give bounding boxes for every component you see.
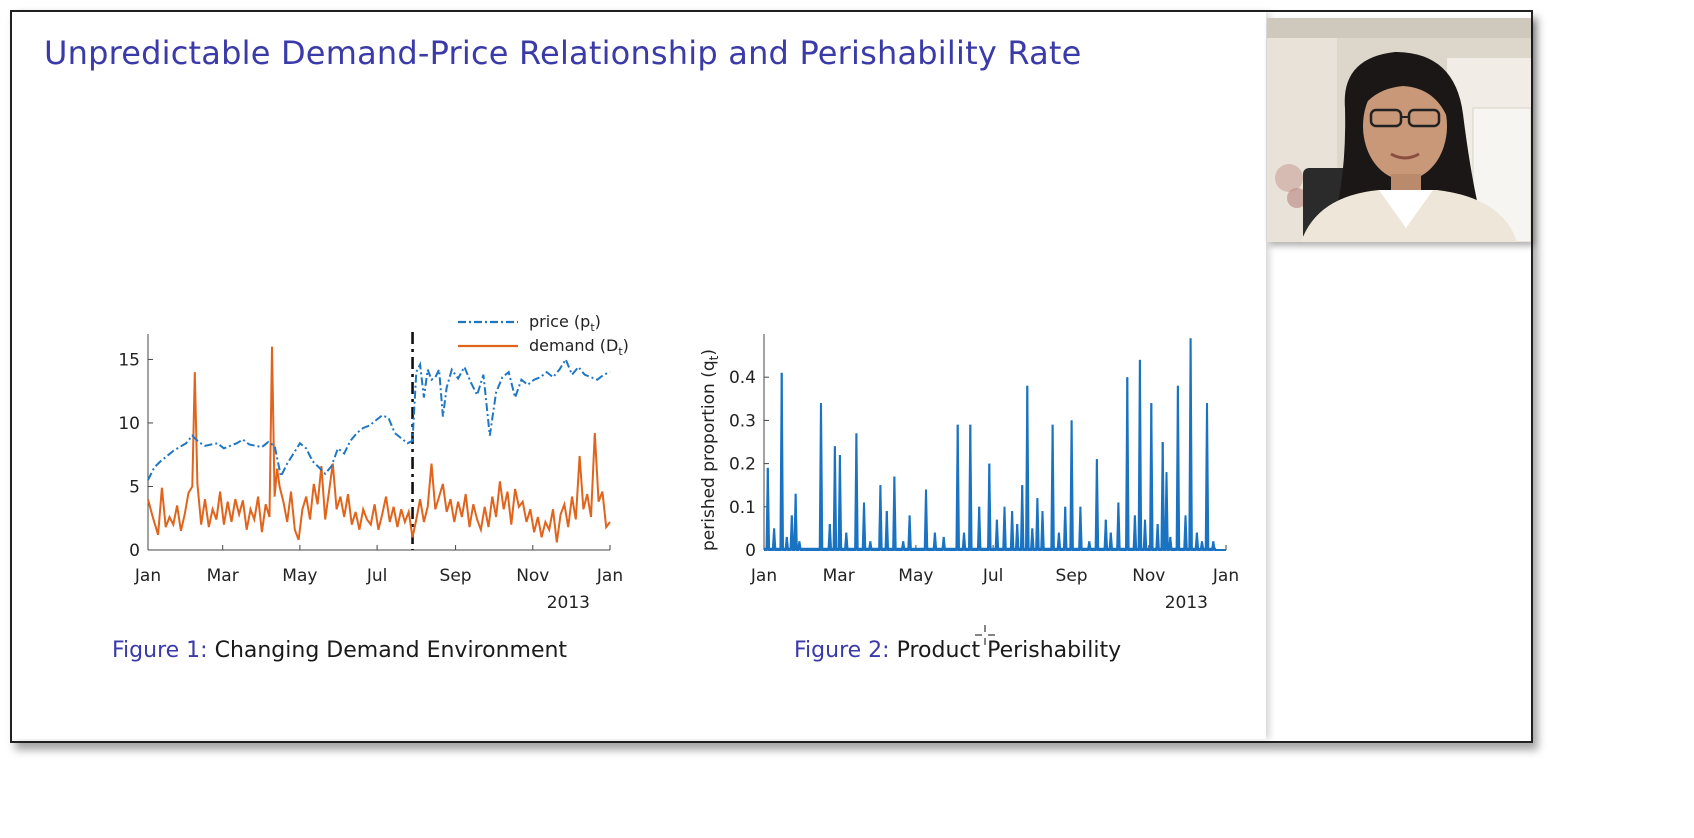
x-tick-label: May bbox=[898, 566, 933, 586]
demand-series-line bbox=[147, 346, 611, 543]
x-tick-label: Sep bbox=[1056, 566, 1088, 586]
slide-title: Unpredictable Demand-Price Relationship … bbox=[44, 34, 1082, 72]
presenter-webcam bbox=[1267, 18, 1531, 242]
y-tick-label: 0 bbox=[745, 541, 756, 561]
figure-2-caption: Figure 2: Product Perishability bbox=[794, 638, 1121, 663]
figure-1-text: Changing Demand Environment bbox=[214, 638, 568, 663]
y-tick-label: 0.3 bbox=[729, 411, 756, 431]
figure-2-text: Product Perishability bbox=[896, 638, 1122, 663]
y-tick-label: 0.4 bbox=[729, 368, 756, 388]
x-tick-label: Jan bbox=[750, 566, 777, 586]
y-tick-label: 15 bbox=[118, 350, 140, 370]
x-tick-label: Nov bbox=[1132, 566, 1165, 586]
year-label: 2013 bbox=[1165, 593, 1208, 613]
y-tick-label: 0 bbox=[129, 541, 140, 561]
x-tick-label: Jan bbox=[1212, 566, 1239, 586]
y-tick-label: 10 bbox=[118, 414, 140, 434]
price-series-line bbox=[147, 357, 611, 481]
slide: Unpredictable Demand-Price Relationship … bbox=[12, 12, 1266, 739]
figure-2-label: Figure 2: bbox=[794, 638, 890, 663]
x-tick-label: Nov bbox=[516, 566, 549, 586]
x-tick-label: Jan bbox=[596, 566, 623, 586]
x-tick-label: Jul bbox=[366, 566, 388, 586]
crosshair-cursor-icon bbox=[975, 625, 995, 645]
y-tick-label: 0.1 bbox=[729, 498, 756, 518]
figure-1-label: Figure 1: bbox=[112, 638, 208, 663]
y-tick-label: 5 bbox=[129, 477, 140, 497]
year-label: 2013 bbox=[547, 593, 590, 613]
y-tick-label: 0.2 bbox=[729, 455, 756, 475]
figure-1-caption: Figure 1: Changing Demand Environment bbox=[112, 638, 567, 663]
figure-1-chart: 0 5 10 15 Jan Mar May Jul Sep Nov Jan 2013 price (pt… bbox=[118, 312, 629, 613]
x-tick-label: Sep bbox=[440, 566, 472, 586]
legend-demand-label: demand (Dt) bbox=[529, 336, 629, 358]
legend-price-label: price (pt) bbox=[529, 312, 601, 334]
x-tick-label: Mar bbox=[823, 566, 855, 586]
x-tick-label: Jul bbox=[982, 566, 1004, 586]
y-axis-label: perished proportion (qt) bbox=[699, 349, 721, 551]
x-tick-label: Mar bbox=[207, 566, 239, 586]
perishability-series-line bbox=[764, 338, 1226, 551]
x-tick-label: Jan bbox=[134, 566, 161, 586]
presenter-video-image bbox=[1267, 18, 1531, 242]
x-tick-label: May bbox=[282, 566, 317, 586]
